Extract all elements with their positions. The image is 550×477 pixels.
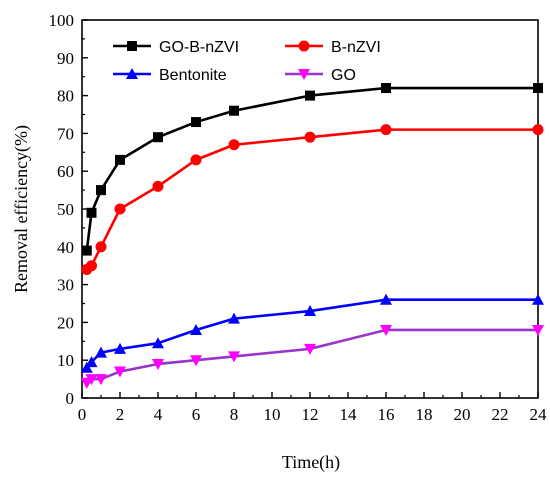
data-point [305,90,315,101]
data-point [152,180,164,192]
data-point [86,207,97,218]
series-b-nzvi [81,124,544,275]
axes: 0 2 4 6 8 10 12 14 16 18 20 22 240102030405060708090… [49,11,548,424]
series-bentonite [80,293,544,373]
data-point [95,346,107,358]
series-line [85,128,538,271]
series-line [85,86,538,251]
data-point [95,241,107,253]
y-tick-label: 70 [57,124,74,143]
x-tick-label: 4 [154,405,163,424]
data-point [96,185,106,196]
x-tick-label: 0 [78,405,87,424]
data-point [114,203,126,215]
data-point [190,154,202,166]
y-tick-label: 40 [57,238,74,257]
y-tick-label: 20 [57,313,74,332]
y-tick-label: 50 [57,200,74,219]
x-tick-label: 6 [192,405,201,424]
x-tick-label: 20 [454,405,471,424]
data-point [81,245,92,256]
data-point [532,124,544,136]
x-tick-label: 18 [416,405,433,424]
data-point [380,324,392,336]
legend-item: GO-B-nZVI [113,39,239,56]
y-axis-title: Removal efficiency(%) [11,125,32,293]
data-point [80,361,93,373]
legend-item: GO [285,67,356,84]
x-tick-label: 22 [492,405,509,424]
data-point [85,374,98,386]
y-tick-label: 0 [66,389,75,408]
legend: GO-B-nZVI B-nZVI Bentonite GO [113,39,381,84]
x-tick-label: 16 [378,405,395,424]
data-point [115,154,125,165]
data-point [95,374,107,386]
data-point [380,293,392,305]
data-point [152,337,164,349]
data-point [228,139,240,151]
legend-swatch-marker [127,41,137,51]
y-tick-label: 80 [57,87,74,106]
x-tick-label: 14 [340,405,358,424]
data-point [304,131,316,143]
data-point [86,260,97,272]
data-point [190,323,202,335]
data-point [304,343,316,355]
x-axis-title: Time(h) [282,452,340,473]
legend-label: GO-B-nZVI [159,39,239,56]
x-tick-label: 12 [302,405,319,424]
data-point [380,124,392,136]
legend-item: B-nZVI [285,39,381,56]
series-line [85,328,538,384]
y-tick-label: 30 [57,276,74,295]
data-point [304,305,316,317]
legend-swatch-marker [298,40,310,52]
data-point [190,355,202,367]
x-tick-label: 24 [530,405,548,424]
data-point [152,358,164,370]
data-point [228,351,240,363]
legend-label: GO [331,67,356,84]
data-point [114,366,126,378]
data-point [532,324,544,336]
legend-label: Bentonite [159,67,227,84]
x-tick-label: 8 [230,405,239,424]
data-point [191,117,201,128]
data-point [228,312,240,324]
data-point [229,105,239,116]
data-point [153,132,163,143]
data-point [114,342,126,354]
y-tick-label: 60 [57,162,74,181]
x-tick-label: 10 [264,405,281,424]
data-point [532,293,544,305]
legend-swatch-marker [298,69,310,80]
data-point [85,356,98,368]
plot-frame [81,19,539,399]
data-point [533,83,543,94]
data-point [381,83,391,94]
y-tick-label: 90 [57,49,74,68]
legend-swatch-marker [126,68,138,79]
legend-item: Bentonite [113,67,227,84]
series-go [80,324,544,389]
y-tick-label: 10 [57,351,74,370]
series-layer [80,83,544,389]
series-go-b-nzvi [81,83,543,256]
y-tick-label: 100 [49,11,75,30]
legend-label: B-nZVI [331,39,381,56]
x-tick-label: 2 [116,405,125,424]
